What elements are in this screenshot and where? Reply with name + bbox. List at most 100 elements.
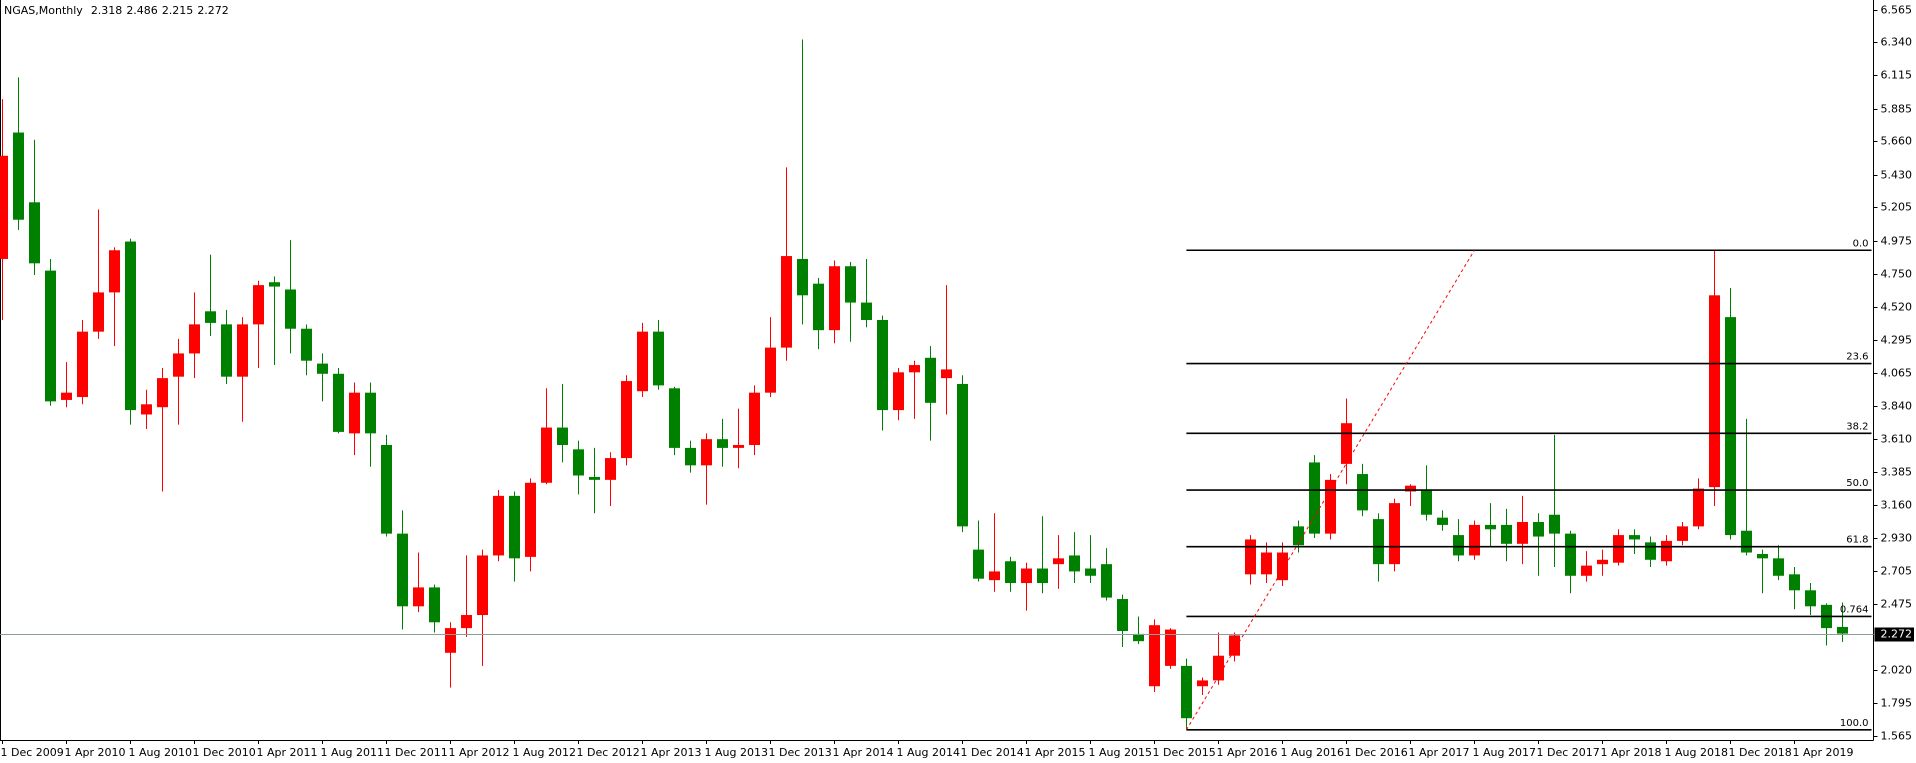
y-tick-label: 2.475 [1881, 598, 1913, 611]
candle-body [1645, 542, 1656, 560]
candle-body [1613, 535, 1624, 563]
candle-body [333, 373, 344, 432]
candle-body [845, 266, 856, 303]
high-value: 2.486 [126, 4, 158, 17]
candle-body [1117, 599, 1128, 632]
x-tick-label: 1 Aug 2010 [129, 746, 192, 759]
x-tick-label: 1 Apr 2010 [65, 746, 126, 759]
candle-body [1405, 485, 1416, 492]
candle-body [189, 324, 200, 354]
fib-label: 100.0 [1840, 718, 1869, 729]
candle-body [301, 328, 312, 361]
candle-body [909, 365, 920, 373]
y-tick-label: 2.705 [1881, 565, 1913, 578]
candle-body [413, 587, 424, 607]
candle-body [1021, 568, 1032, 584]
candle-body [941, 369, 952, 379]
candle-body [1837, 626, 1848, 634]
y-tick-label: 2.020 [1881, 664, 1913, 677]
candle-body [1485, 524, 1496, 530]
x-tick-label: 1 Apr 2011 [257, 746, 318, 759]
candle-body [509, 495, 520, 559]
candle-body [1261, 552, 1272, 575]
fib-label: 0.764 [1840, 604, 1869, 615]
candle-body [1149, 625, 1160, 687]
candle-body [1165, 629, 1176, 666]
x-tick-label: 1 Apr 2016 [1217, 746, 1278, 759]
candle-body [637, 331, 648, 392]
y-tick-label: 4.750 [1881, 268, 1913, 281]
candle-body [1069, 555, 1080, 572]
candle-body [1453, 535, 1464, 556]
y-tick-label: 5.660 [1881, 135, 1913, 148]
candle-body [29, 202, 40, 264]
candle-body [1597, 559, 1608, 565]
y-tick-label: 5.205 [1881, 201, 1913, 214]
candle-body [61, 392, 72, 400]
candle-body [1373, 519, 1384, 565]
y-tick-label: 3.385 [1881, 466, 1913, 479]
candle-body [781, 256, 792, 348]
x-tick-label: 1 Aug 2017 [1473, 746, 1536, 759]
candle-body [445, 628, 456, 653]
candle-body [1229, 635, 1240, 656]
candle-body [813, 283, 824, 331]
x-tick-label: 1 Apr 2017 [1409, 746, 1470, 759]
candle-body [349, 392, 360, 434]
x-tick-label: 1 Aug 2011 [321, 746, 384, 759]
candle-body [397, 533, 408, 607]
x-tick-label: 1 Aug 2018 [1665, 746, 1728, 759]
candle-body [541, 427, 552, 483]
candle-body [621, 381, 632, 459]
candle-body [125, 241, 136, 411]
candle-body [525, 482, 536, 557]
candle-body [1133, 633, 1144, 642]
candle-body [1197, 680, 1208, 687]
candle-body [237, 324, 248, 377]
candle-body [877, 320, 888, 411]
fib-label: 0.0 [1853, 238, 1869, 249]
y-tick-label: 3.840 [1881, 400, 1913, 413]
candle-body [1565, 533, 1576, 576]
candle-body [13, 132, 24, 220]
candle-body [1789, 574, 1800, 591]
candle-body [573, 449, 584, 476]
x-tick-label: 1 Aug 2012 [513, 746, 576, 759]
candle-body [733, 444, 744, 448]
x-tick-label: 1 Dec 2016 [1345, 746, 1408, 759]
low-value: 2.215 [162, 4, 194, 17]
y-tick-label: 4.065 [1881, 367, 1913, 380]
x-tick-label: 1 Dec 2009 [1, 746, 64, 759]
x-tick-label: 1 Aug 2014 [897, 746, 960, 759]
candle-body [1101, 564, 1112, 598]
x-tick-label: 1 Apr 2013 [641, 746, 702, 759]
candle-body [1805, 590, 1816, 607]
candle-body [797, 258, 808, 296]
candle-body [605, 458, 616, 480]
candle-body [1581, 565, 1592, 576]
candle-body [765, 347, 776, 393]
candle-body [557, 427, 568, 445]
close-value: 2.272 [197, 4, 229, 17]
x-tick-label: 1 Apr 2019 [1793, 746, 1854, 759]
candle-body [269, 282, 280, 287]
x-tick-label: 1 Dec 2012 [577, 746, 640, 759]
candle-body [477, 555, 488, 616]
y-tick-label: 1.795 [1881, 697, 1913, 710]
x-tick-label: 1 Apr 2018 [1601, 746, 1662, 759]
candle-body [653, 331, 664, 386]
candle-body [493, 495, 504, 556]
x-tick-label: 1 Dec 2010 [193, 746, 256, 759]
candle-body [1725, 317, 1736, 536]
candle-body [93, 292, 104, 332]
candle-body [1549, 514, 1560, 534]
candle-body [1357, 474, 1368, 511]
candle-body [717, 439, 728, 448]
candle-body [589, 476, 600, 480]
y-tick-label: 4.295 [1881, 334, 1913, 347]
candle-body [1629, 535, 1640, 540]
candle-body [685, 447, 696, 466]
x-tick-label: 1 Aug 2015 [1089, 746, 1152, 759]
